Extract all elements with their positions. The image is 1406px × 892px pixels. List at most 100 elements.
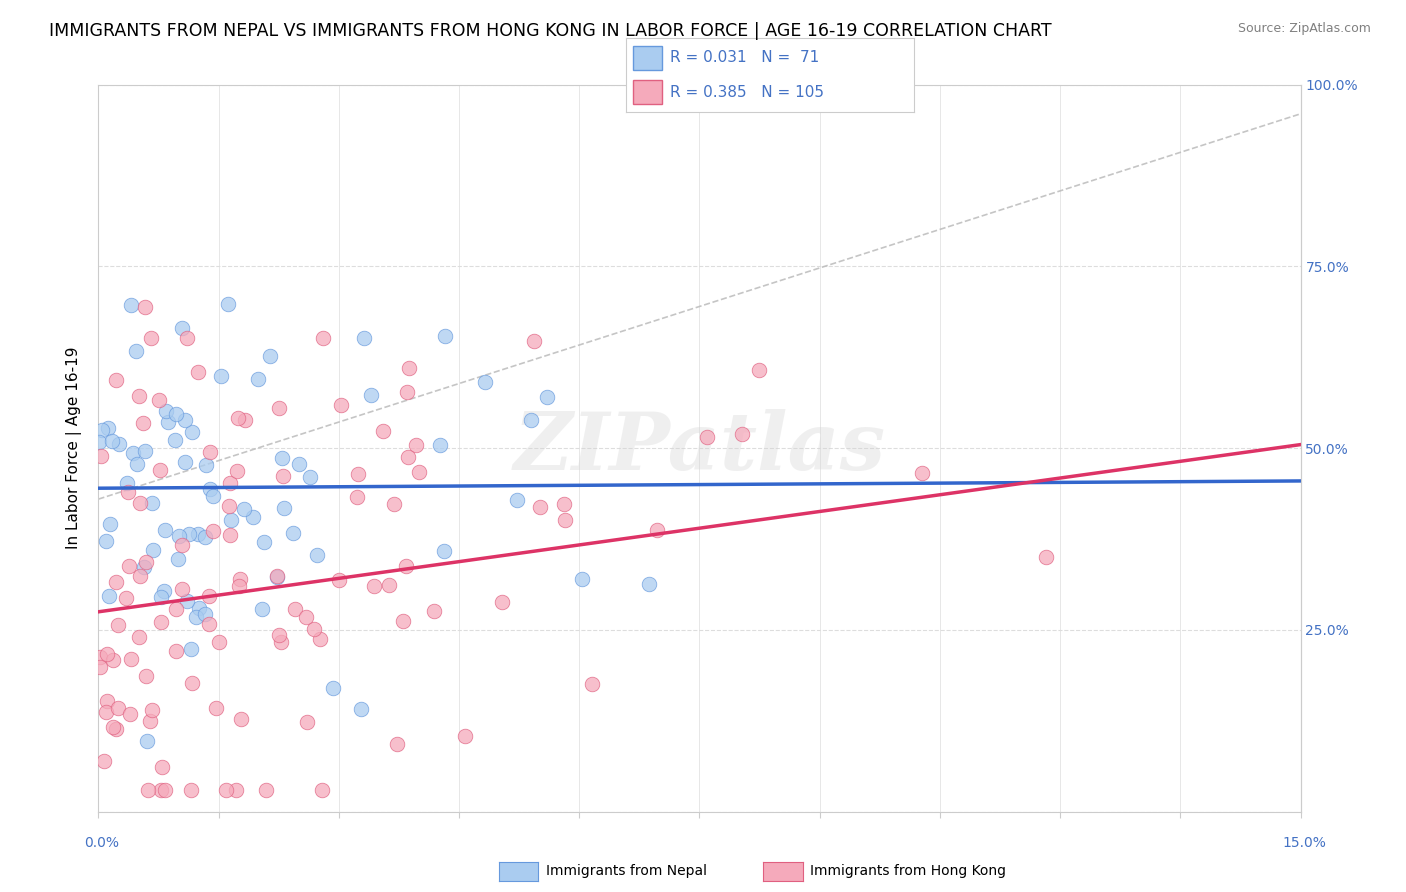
Point: [520, 413, 543, 427]
Point: [219, 528, 242, 542]
Point: [105, 723, 128, 737]
Point: [89, 649, 111, 664]
FancyBboxPatch shape: [633, 80, 662, 104]
Point: [149, 783, 172, 797]
Point: [253, 535, 276, 549]
Point: [269, 628, 291, 642]
Point: [165, 434, 187, 448]
Point: [170, 539, 193, 553]
Point: [226, 410, 249, 425]
Point: [165, 407, 187, 421]
Point: [298, 470, 321, 484]
Point: [187, 600, 209, 615]
Point: [153, 583, 176, 598]
Point: [148, 463, 170, 477]
Point: [180, 783, 202, 797]
Point: [529, 500, 551, 515]
Point: [194, 607, 217, 622]
Point: [554, 513, 576, 527]
Point: [165, 644, 187, 658]
Point: [87, 434, 110, 449]
Point: [454, 729, 477, 743]
Point: [101, 434, 124, 448]
Point: [218, 500, 240, 514]
Point: [200, 445, 222, 459]
Point: [271, 469, 294, 483]
Point: [311, 783, 333, 797]
Point: [198, 617, 221, 632]
Point: [219, 513, 242, 527]
Point: [118, 706, 141, 721]
Point: [581, 677, 603, 691]
Point: [645, 523, 668, 537]
Point: [523, 334, 546, 349]
Point: [166, 552, 188, 566]
Point: [153, 523, 176, 537]
Point: [117, 484, 139, 499]
Point: [107, 618, 129, 632]
Point: [232, 502, 254, 516]
Point: [181, 425, 204, 439]
Point: [101, 720, 124, 734]
Point: [382, 497, 405, 511]
Text: ZIPatlas: ZIPatlas: [513, 409, 886, 487]
Point: [408, 465, 430, 479]
Text: Source: ZipAtlas.com: Source: ZipAtlas.com: [1237, 22, 1371, 36]
Point: [150, 591, 173, 605]
Point: [246, 372, 269, 386]
Point: [98, 517, 121, 532]
Point: [1035, 550, 1057, 565]
Point: [205, 701, 228, 715]
Point: [218, 476, 240, 491]
Point: [187, 365, 209, 379]
Point: [284, 601, 307, 615]
Point: [122, 446, 145, 460]
Point: [295, 715, 318, 730]
Point: [131, 416, 153, 430]
Point: [312, 331, 335, 345]
Point: [96, 647, 118, 661]
Point: [120, 652, 142, 666]
Point: [128, 389, 150, 403]
Point: [176, 331, 198, 345]
Point: [96, 533, 118, 548]
Point: [118, 558, 141, 573]
Point: [194, 530, 217, 544]
Point: [209, 368, 232, 383]
Point: [259, 349, 281, 363]
Point: [329, 398, 352, 412]
Point: [405, 438, 427, 452]
Point: [121, 298, 143, 312]
Text: R = 0.385   N = 105: R = 0.385 N = 105: [671, 85, 824, 100]
Point: [215, 783, 238, 797]
Point: [353, 331, 375, 345]
Point: [309, 632, 332, 646]
Point: [201, 524, 224, 538]
Point: [433, 543, 456, 558]
Point: [139, 714, 162, 728]
Text: Immigrants from Hong Kong: Immigrants from Hong Kong: [810, 864, 1005, 879]
Point: [322, 681, 344, 695]
Point: [135, 669, 157, 683]
Point: [217, 297, 239, 311]
Point: [396, 384, 419, 399]
Text: 15.0%: 15.0%: [1282, 836, 1327, 850]
Point: [202, 489, 225, 503]
Point: [170, 582, 193, 596]
Point: [153, 783, 176, 797]
Point: [179, 526, 201, 541]
Point: [423, 604, 446, 618]
Point: [571, 572, 593, 586]
Point: [94, 705, 117, 719]
Point: [90, 449, 112, 463]
Text: IMMIGRANTS FROM NEPAL VS IMMIGRANTS FROM HONG KONG IN LABOR FORCE | AGE 16-19 CO: IMMIGRANTS FROM NEPAL VS IMMIGRANTS FROM…: [49, 22, 1052, 40]
Point: [93, 754, 115, 768]
Point: [180, 641, 202, 656]
Point: [396, 450, 419, 465]
Point: [378, 578, 401, 592]
Point: [104, 374, 127, 388]
Point: [155, 403, 177, 417]
Point: [108, 437, 131, 451]
Point: [150, 760, 173, 774]
Point: [283, 525, 305, 540]
